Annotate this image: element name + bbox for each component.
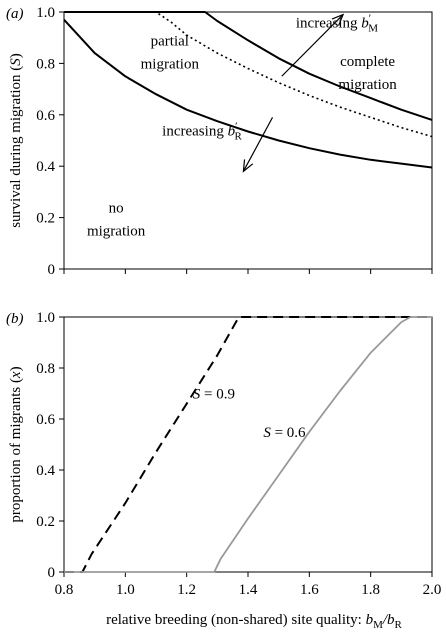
panel-label-a: (a) <box>6 6 24 22</box>
series-line-b-1 <box>64 316 432 573</box>
panel-a: (a) 0 0.2 0.4 0.6 0.8 1.0 survival during migra… <box>6 5 433 278</box>
region-annotation: migration <box>338 77 397 93</box>
x-tick-label-b: 1.2 <box>177 582 196 598</box>
y-tick-label-a: 0.4 <box>36 159 55 175</box>
series-line-b-2 <box>64 316 432 573</box>
x-tick-label-b: 2.0 <box>423 582 442 598</box>
region-annotation: migration <box>141 57 200 73</box>
x-tick-label-b: 1.6 <box>300 582 319 598</box>
arrow-line-r <box>242 117 274 172</box>
x-tick-label-b: 1.4 <box>239 582 258 598</box>
panel-b: (b) 0 0.2 0.4 0.6 0.8 1.0 0.8 1.0 1.2 1.4 1.6 1.8 2.0… <box>6 310 441 631</box>
y-tick-label-b: 0 <box>48 565 56 581</box>
panel-label-b: (b) <box>6 311 24 327</box>
x-tick-label-b: 1.0 <box>116 582 135 598</box>
region-annotation: complete <box>340 54 395 70</box>
arrow-label-increasing-bm: increasing b′ M <box>296 12 378 34</box>
y-tick-label-b: 0.4 <box>36 463 55 479</box>
series-label: S = 0.6 <box>263 425 306 441</box>
y-tick-label-a: 0.8 <box>36 56 55 72</box>
arrow-label-increasing-br: increasing b′ R <box>162 120 242 142</box>
region-annotation: partial <box>151 33 189 49</box>
series-label: S = 0.9 <box>193 387 235 403</box>
arrow-line-m <box>281 14 344 77</box>
arrow-head-m <box>331 13 345 26</box>
y-tick-label-a: 1.0 <box>36 5 55 21</box>
y-tick-label-b: 1.0 <box>36 310 55 326</box>
y-axis-title-a: survival during migration (S) <box>8 53 24 228</box>
region-annotation: no <box>109 200 124 216</box>
y-tick-label-b: 0.2 <box>36 514 55 530</box>
y-axis-title-b: proportion of migrants (x) <box>8 366 24 522</box>
x-tick-label-b: 1.8 <box>361 582 380 598</box>
x-tick-label-b: 0.8 <box>55 582 74 598</box>
y-tick-label-a: 0 <box>48 262 56 278</box>
plot-frame-b <box>63 316 433 573</box>
x-axis-title: relative breeding (non-shared) site qual… <box>106 612 402 631</box>
y-tick-label-b: 0.6 <box>36 412 55 428</box>
series-line-a-3 <box>64 11 433 121</box>
arrow-head-r <box>242 159 254 173</box>
region-annotation: migration <box>87 224 146 240</box>
y-tick-label-a: 0.2 <box>36 211 55 227</box>
y-tick-label-a: 0.6 <box>36 108 55 124</box>
y-tick-label-b: 0.8 <box>36 361 55 377</box>
series-line-a-1 <box>63 19 433 169</box>
